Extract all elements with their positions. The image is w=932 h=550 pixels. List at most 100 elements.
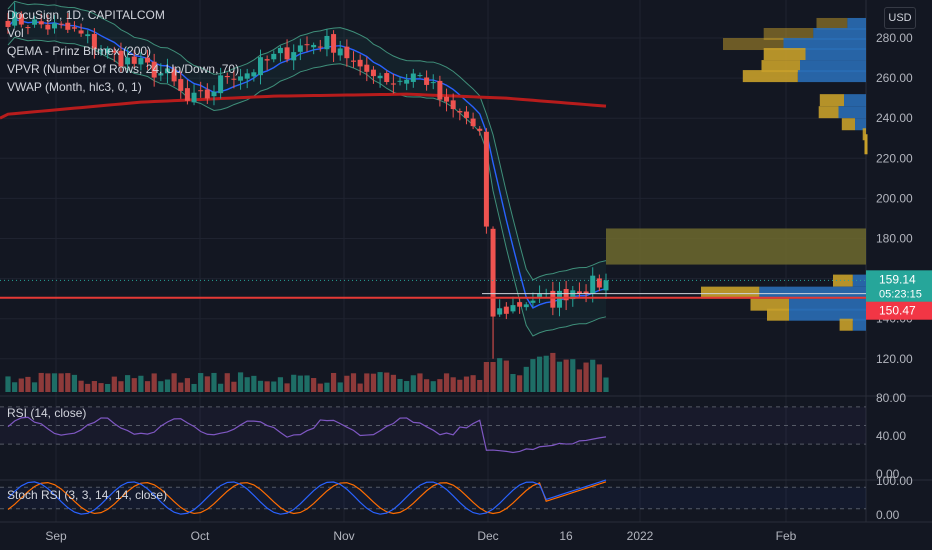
candle-body [204,89,210,99]
candle-body [417,75,423,77]
volume-bar [550,352,556,392]
indicator-vol[interactable]: Vol [7,26,24,40]
volume-bar [78,380,84,392]
volume-bar [18,378,24,392]
volume-bar [264,381,270,392]
volume-bar [218,383,224,392]
volume-bar [563,359,569,392]
candle-body [52,23,58,29]
volume-bar [91,381,97,392]
indicator-vwap[interactable]: VWAP (Month, hlc3, 0, 1) [7,80,142,94]
vp-down-bar [789,298,866,311]
candle-body [556,290,562,308]
vp-up-bar [763,48,806,61]
volume-profile [606,17,868,331]
volume-bar [191,383,197,392]
vp-down-bar [838,106,866,119]
candle-body [257,57,263,76]
candle-body [91,33,97,49]
band-upper [7,0,607,281]
candle-body [5,20,11,27]
qema-line [7,18,607,309]
volume-bar [603,377,609,392]
candle-body [324,35,330,50]
vp-down-bar [797,70,866,83]
candle-body [171,69,177,82]
vp-down-bar [852,274,866,287]
candle-body [291,52,297,61]
candle-body [198,90,204,92]
volume-bar [317,383,323,392]
stoch-k-line [7,479,607,515]
candle-body [277,47,283,54]
volume-bar [184,378,190,392]
candle-body [244,73,250,79]
last-price-label: 159.14 [879,272,916,286]
candle-body [98,50,104,52]
volume-bar [105,383,111,392]
last-price-tag [866,270,932,303]
vp-up-bar [750,298,789,311]
stoch-d-line [7,481,607,515]
volume-bar [377,372,383,392]
candle-body [596,278,602,288]
price-tick-label: 120.00 [876,352,913,366]
time-axis[interactable]: Sep Oct Nov Dec 16 2022 Feb [45,529,796,543]
rsi-legend[interactable]: RSI (14, close) [7,406,87,420]
volume-bar [543,355,549,392]
volume-bar [131,378,137,392]
volume-bar [590,359,596,392]
stoch-rsi-pane [0,479,866,515]
candle-body [344,46,350,59]
price-tick-label: 180.00 [876,232,913,246]
symbol-title[interactable]: DocuSign, 1D, CAPITALCOM [7,8,165,22]
volume-bar [497,358,503,392]
stoch-tick-label: 100.00 [876,474,913,488]
volume-bar [125,375,131,392]
indicator-qema[interactable]: QEMA - Prinz Bitmex (200) [7,44,152,58]
candle-body [32,19,38,25]
candle-body [311,44,317,48]
volume-bar [530,359,536,392]
vp-up-bar [833,274,853,287]
horizontal-lines [0,279,866,299]
candle-body [118,50,124,67]
currency-button[interactable]: USD [884,7,916,29]
volume-bar [158,381,164,392]
stoch-legend[interactable]: Stoch RSI (3, 3, 14, 14, close) [7,488,168,502]
candle-body [145,57,151,63]
volume-bar [65,373,71,392]
volume-bar [151,373,157,392]
volume-bar [244,377,250,392]
vwap-line [0,92,607,120]
candle-body [390,83,396,85]
time-tick-label: Feb [776,529,797,543]
candle-body [284,47,290,60]
volume-bar [457,379,463,392]
candle-body [297,45,303,52]
volume-bars [5,352,609,392]
candle-body [530,300,536,303]
candle-body [470,118,476,127]
candle-body [271,53,277,60]
volume-bar [417,373,423,392]
volume-bar [231,381,237,392]
candles [5,2,609,359]
volume-bar [251,375,257,392]
vp-down-bar [789,308,866,321]
candle-body [370,69,376,77]
vp-up-bar [723,38,784,51]
volume-bar [430,381,436,392]
candle-body [364,64,370,72]
vp-up-bar [839,318,853,331]
candle-body [251,72,257,77]
vp-up-bar [819,94,844,107]
volume-bar [271,381,277,392]
volume-bar [556,361,563,392]
red-line-label: 150.47 [879,304,916,318]
indicator-vpvr[interactable]: VPVR (Number Of Rows, 24, Up/Down, 70) [7,62,240,76]
candle-body [503,306,509,314]
price-axis[interactable]: 280.00260.00240.00220.00200.00180.00160.… [866,31,932,522]
volume-bar [510,374,516,392]
